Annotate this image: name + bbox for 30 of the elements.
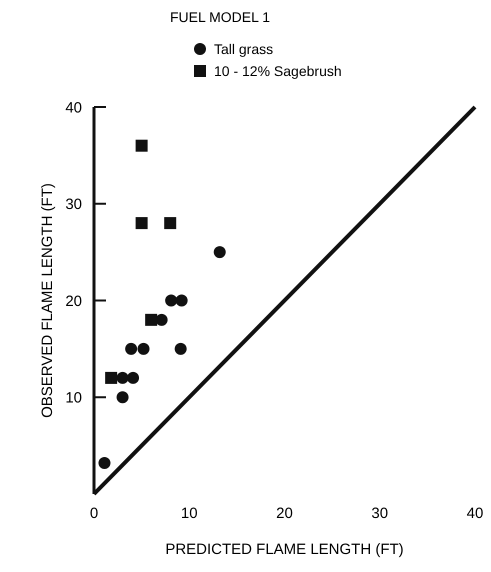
point (138, 342, 150, 355)
point (116, 391, 129, 404)
y-axis-title: OBSERVED FLAME LENGTH (FT) (39, 183, 56, 418)
point (176, 294, 188, 306)
y-tick-label: 40 (65, 99, 82, 116)
x-tick-label: 10 (180, 505, 198, 522)
point (127, 372, 140, 384)
x-tick-label: 30 (371, 505, 388, 522)
y-tick-label: 30 (65, 196, 82, 213)
x-tick-label: 40 (466, 505, 484, 522)
point (214, 246, 226, 258)
point (145, 314, 158, 326)
point (125, 342, 138, 355)
point (174, 342, 187, 355)
legend-label: 10 - 12% Sagebrush (214, 63, 342, 79)
x-axis-title: PREDICTED FLAME LENGTH (FT) (165, 541, 404, 558)
x-tick-label: 0 (90, 505, 98, 522)
point (136, 217, 148, 230)
point (116, 372, 129, 384)
point (165, 294, 178, 306)
point (156, 314, 168, 326)
point (98, 457, 110, 470)
x-tick-label: 20 (276, 505, 293, 522)
legend-label: Tall grass (214, 41, 274, 57)
point (164, 217, 176, 230)
y-tick-label: 10 (65, 390, 82, 406)
point (105, 372, 118, 384)
y-tick-label: 20 (65, 292, 82, 310)
chart-title: FUEL MODEL 1 (170, 9, 270, 25)
point (136, 140, 148, 152)
